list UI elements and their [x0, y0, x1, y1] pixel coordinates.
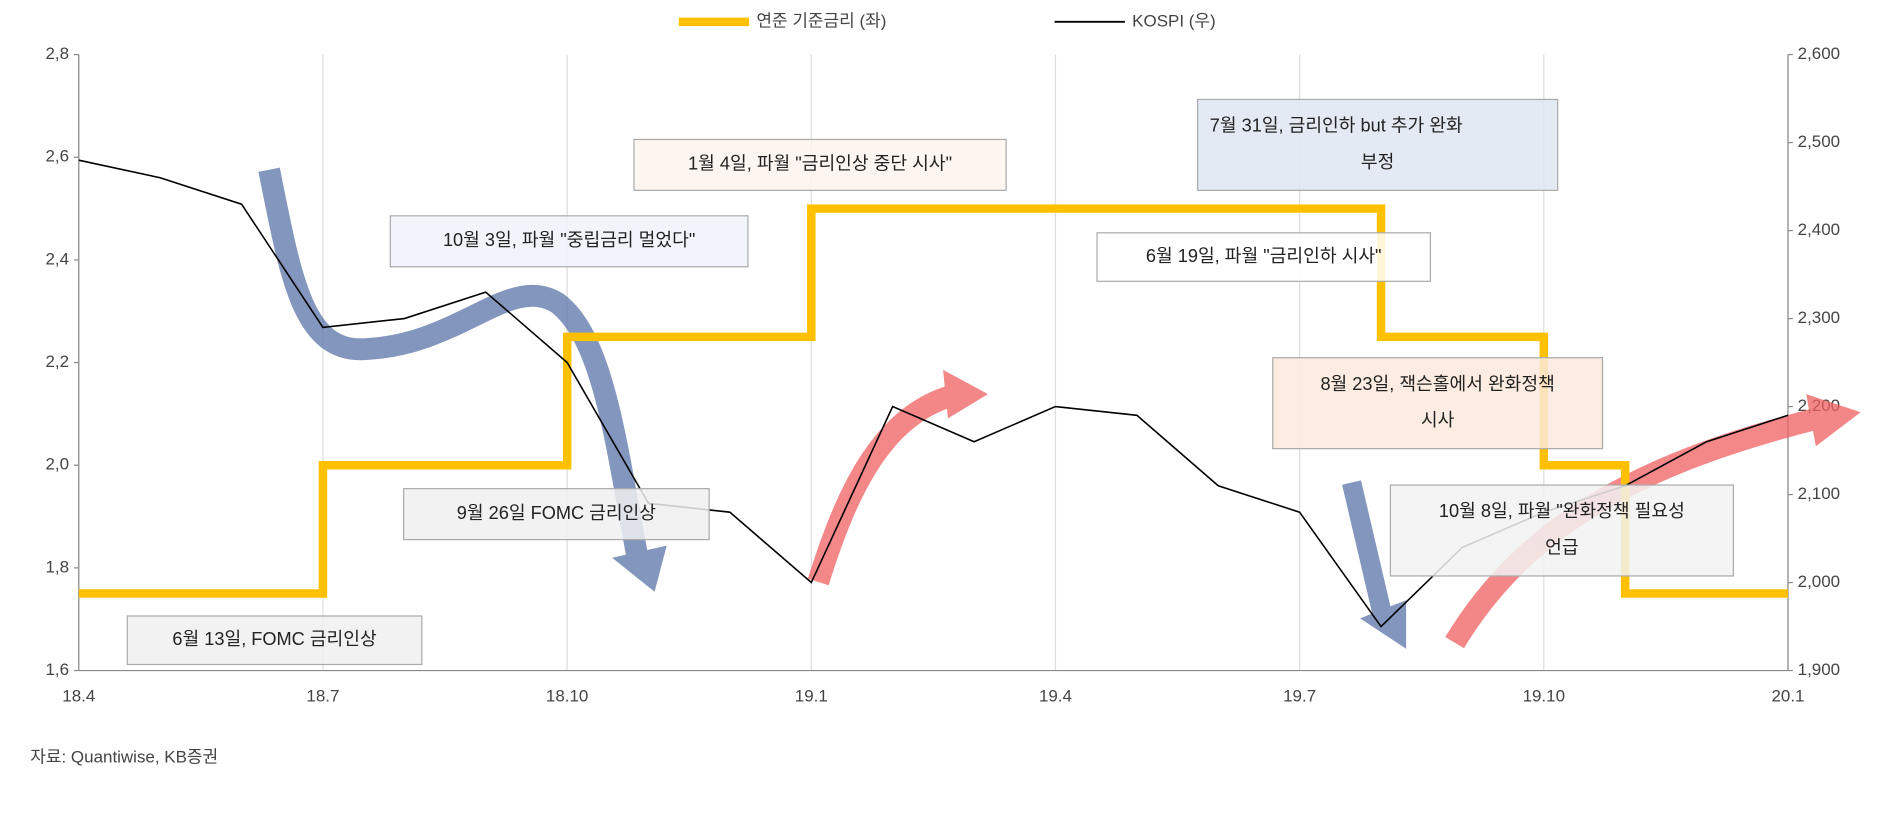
annotation-box: [1096, 232, 1431, 282]
x-tick-label: 19.4: [1039, 687, 1072, 706]
annotation-text: 시사: [1421, 410, 1455, 430]
annotation-box: [389, 215, 749, 268]
arrow-head: [943, 369, 988, 419]
y2-tick-label: 1,900: [1798, 660, 1840, 679]
grid: 1,61,82,02,22,42,62,81,9002,0002,1002,20…: [46, 11, 1841, 705]
y-tick-label: 1,8: [46, 557, 70, 576]
y2-tick-label: 2,100: [1798, 484, 1840, 503]
x-tick-label: 18.10: [546, 687, 588, 706]
x-tick-label: 19.1: [795, 687, 828, 706]
x-tick-label: 19.7: [1283, 687, 1316, 706]
annotation-text: 9월 26일 FOMC 금리인상: [457, 503, 657, 523]
x-tick-label: 19.10: [1523, 687, 1565, 706]
annotation-text: 부정: [1361, 152, 1394, 172]
annotation-text: 6월 19일, 파월 "금리인하 시사": [1146, 246, 1382, 266]
annotation-text: 8월 23일, 잭슨홀에서 완화정책: [1320, 374, 1554, 394]
y2-tick-label: 2,500: [1798, 132, 1840, 151]
annotation-box: [1389, 484, 1735, 577]
y-tick-label: 2,2: [46, 352, 70, 371]
y2-tick-label: 2,300: [1798, 308, 1840, 327]
annotation-box: [126, 615, 423, 666]
annotation-box: [633, 138, 1007, 191]
arrow: [1342, 480, 1392, 615]
annotation-text: 1월 4일, 파월 "금리인상 중단 시사": [688, 154, 952, 174]
annotation-text: 10월 3일, 파월 "중립금리 멀었다": [443, 230, 695, 250]
y-tick-label: 2,4: [46, 249, 70, 268]
x-tick-label: 18.4: [62, 687, 95, 706]
x-tick-label: 18.7: [306, 687, 339, 706]
source: 자료: Quantiwise, KB증권: [30, 747, 218, 766]
y2-tick-label: 2,400: [1798, 220, 1840, 239]
annotations: 1월 4일, 파월 "금리인상 중단 시사" 10월 3일, 파월 "중립금리 멀…: [126, 98, 1735, 666]
legend-label: KOSPI (우): [1132, 11, 1215, 30]
x-tick-label: 20.1: [1771, 687, 1804, 706]
y-tick-label: 2,0: [46, 455, 70, 474]
arrow: [807, 383, 961, 586]
annotation-text: 언급: [1545, 537, 1578, 557]
annotation-text: 7월 31일, 금리인하 but 추가 완화: [1210, 116, 1463, 136]
y-tick-label: 1,6: [46, 660, 70, 679]
y2-tick-label: 2,600: [1798, 44, 1840, 63]
y-tick-label: 2,8: [46, 44, 70, 63]
annotation-text: 6월 13일, FOMC 금리인상: [172, 629, 377, 649]
arrow: [258, 167, 650, 566]
annotation-box: [1272, 357, 1604, 450]
annotation-box: [403, 488, 710, 541]
arrow-head: [1806, 394, 1861, 447]
arrow-head: [612, 545, 667, 592]
legend-label: 연준 기준금리 (좌): [756, 11, 886, 30]
annotation-text: 10월 8일, 파월 "완화정책 필요성: [1439, 501, 1685, 521]
y-tick-label: 2,6: [46, 147, 70, 166]
annotation-box: [1197, 98, 1559, 191]
y2-tick-label: 2,000: [1798, 572, 1840, 591]
